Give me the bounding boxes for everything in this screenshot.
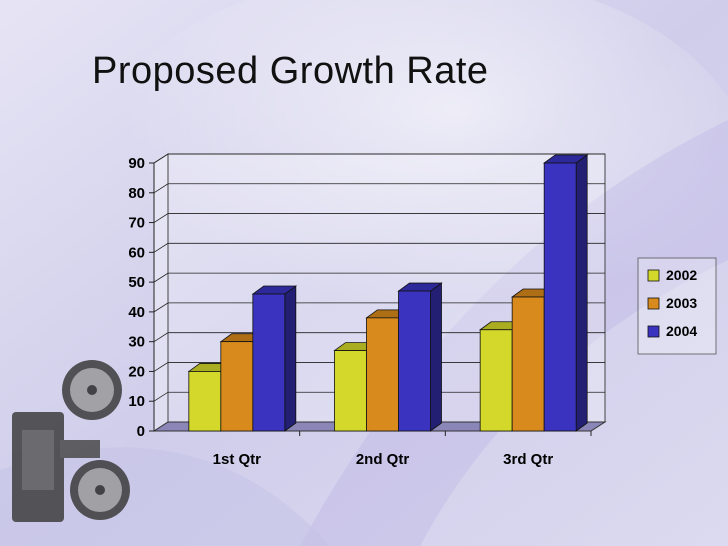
- legend-swatch-2004: [647, 325, 660, 338]
- legend-label-2003: 2003: [666, 295, 697, 311]
- gridline: [153, 183, 605, 194]
- legend-label-2004: 2004: [666, 323, 697, 339]
- gridline: [153, 272, 605, 283]
- x-tick-label: 1st Qtr: [213, 451, 262, 468]
- x-tick-label: 3rd Qtr: [503, 451, 553, 468]
- y-tick-label: 30: [128, 334, 145, 351]
- y-tick-label: 10: [128, 393, 145, 410]
- gridline: [153, 153, 605, 164]
- y-tick-label: 0: [137, 423, 145, 440]
- y-tick-label: 40: [128, 304, 145, 321]
- bar-2004-3rd-qtr: [542, 154, 589, 432]
- y-tick-label: 20: [128, 363, 145, 380]
- legend-label-2002: 2002: [666, 267, 697, 283]
- gridline: [153, 213, 605, 223]
- legend-swatch-2003: [647, 297, 660, 310]
- gridline: [153, 302, 605, 313]
- y-tick-label: 50: [128, 274, 145, 291]
- slide-title: Proposed Growth Rate: [92, 50, 489, 92]
- gridlines: [153, 153, 605, 402]
- bars: [187, 154, 589, 432]
- gridline: [153, 242, 605, 253]
- x-tick-label: 2nd Qtr: [356, 451, 409, 468]
- x-axis-ticks: 1st Qtr 2nd Qtr 3rd Qtr: [213, 431, 592, 468]
- gridline: [153, 391, 605, 402]
- gridline: [153, 332, 605, 343]
- side-wall: [153, 153, 169, 432]
- projector-icon: [12, 360, 130, 522]
- y-tick-label: 70: [128, 215, 145, 232]
- y-tick-label: 80: [128, 185, 145, 202]
- bar-2004-2nd-qtr: [397, 282, 443, 432]
- y-axis-ticks: 0 10 20 30 40 50 60 70 80 90: [128, 155, 155, 440]
- legend-swatch-2002: [647, 269, 660, 282]
- legend: 2002 2003 2004: [637, 257, 717, 355]
- y-tick-label: 90: [128, 155, 145, 172]
- bar-2004-1st-qtr: [251, 285, 298, 432]
- gridline: [153, 362, 605, 372]
- y-tick-label: 60: [128, 244, 145, 261]
